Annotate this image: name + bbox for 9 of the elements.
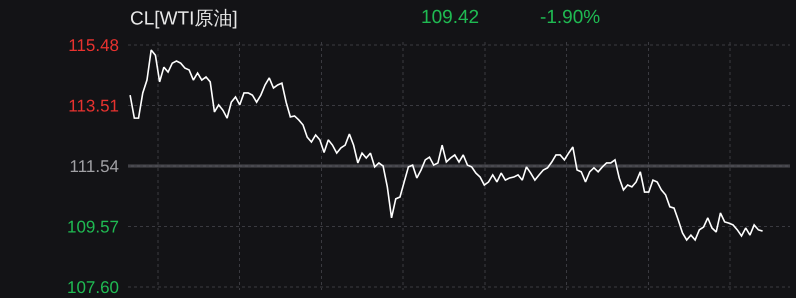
chart-title: CL[WTI原油]: [130, 8, 238, 30]
y-tick-label: 111.54: [70, 156, 119, 176]
y-tick-label: 113.51: [68, 96, 119, 116]
y-tick-label: 107.60: [67, 278, 119, 297]
text: 109.42: [421, 7, 480, 28]
text: -1.90%: [540, 7, 600, 28]
y-tick-label: 109.57: [67, 217, 119, 236]
line-series: [129, 49, 764, 241]
y-tick-label: 115.48: [68, 36, 119, 56]
